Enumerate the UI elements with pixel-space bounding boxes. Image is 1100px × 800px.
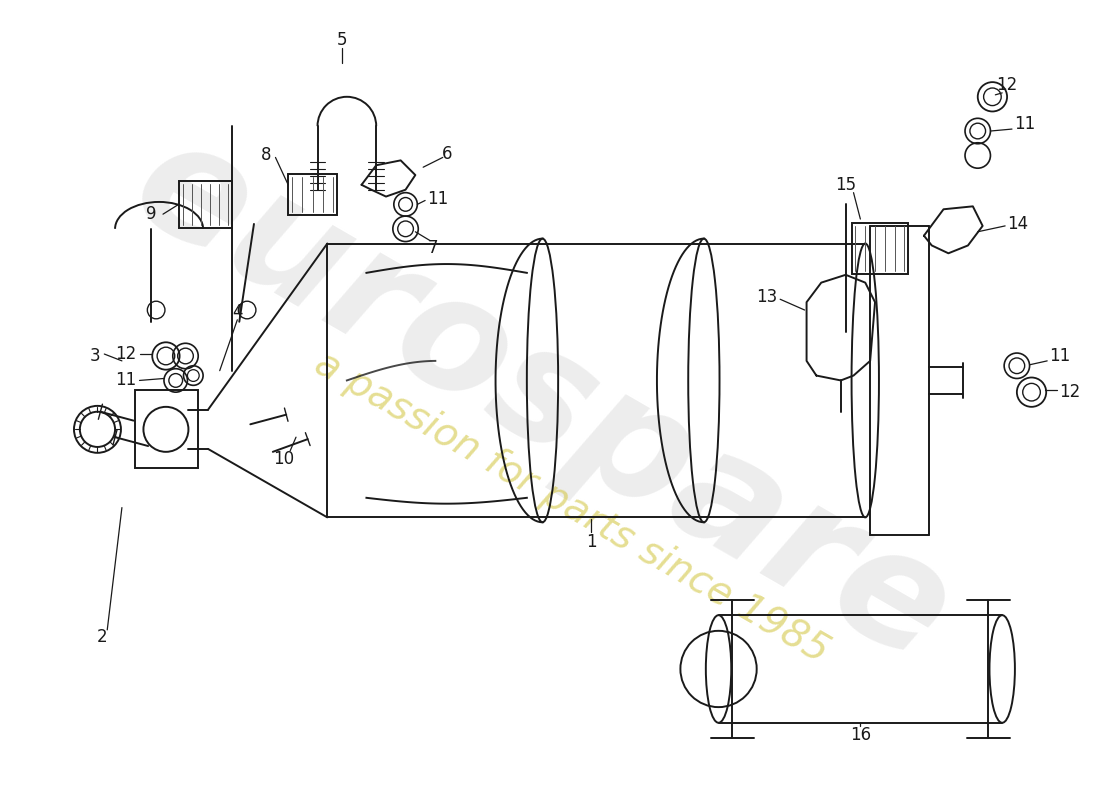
Text: 11: 11: [1049, 347, 1070, 365]
Text: 12: 12: [997, 76, 1018, 94]
Bar: [288, 174, 337, 215]
Text: 9: 9: [146, 205, 156, 223]
Text: 11: 11: [1014, 115, 1035, 133]
Text: 4: 4: [232, 303, 243, 321]
Text: 7: 7: [428, 239, 438, 258]
Bar: [134, 390, 198, 469]
Text: 11: 11: [116, 371, 136, 390]
Text: 1: 1: [586, 533, 596, 551]
Text: 12: 12: [1059, 383, 1080, 401]
Text: 2: 2: [97, 628, 108, 646]
Text: 5: 5: [337, 31, 348, 49]
Bar: [178, 181, 232, 228]
Text: 14: 14: [1008, 215, 1028, 233]
Text: eurospare: eurospare: [108, 104, 978, 696]
Text: 13: 13: [756, 288, 778, 306]
Text: 6: 6: [441, 145, 452, 162]
Bar: [851, 223, 909, 274]
Text: 15: 15: [835, 176, 856, 194]
Text: 11: 11: [427, 190, 449, 207]
Text: 10: 10: [273, 450, 294, 468]
Text: 3: 3: [89, 347, 100, 365]
Text: 8: 8: [261, 146, 271, 165]
Text: 12: 12: [116, 345, 136, 363]
Text: 16: 16: [850, 726, 871, 743]
Text: a passion for parts since 1985: a passion for parts since 1985: [308, 344, 836, 671]
